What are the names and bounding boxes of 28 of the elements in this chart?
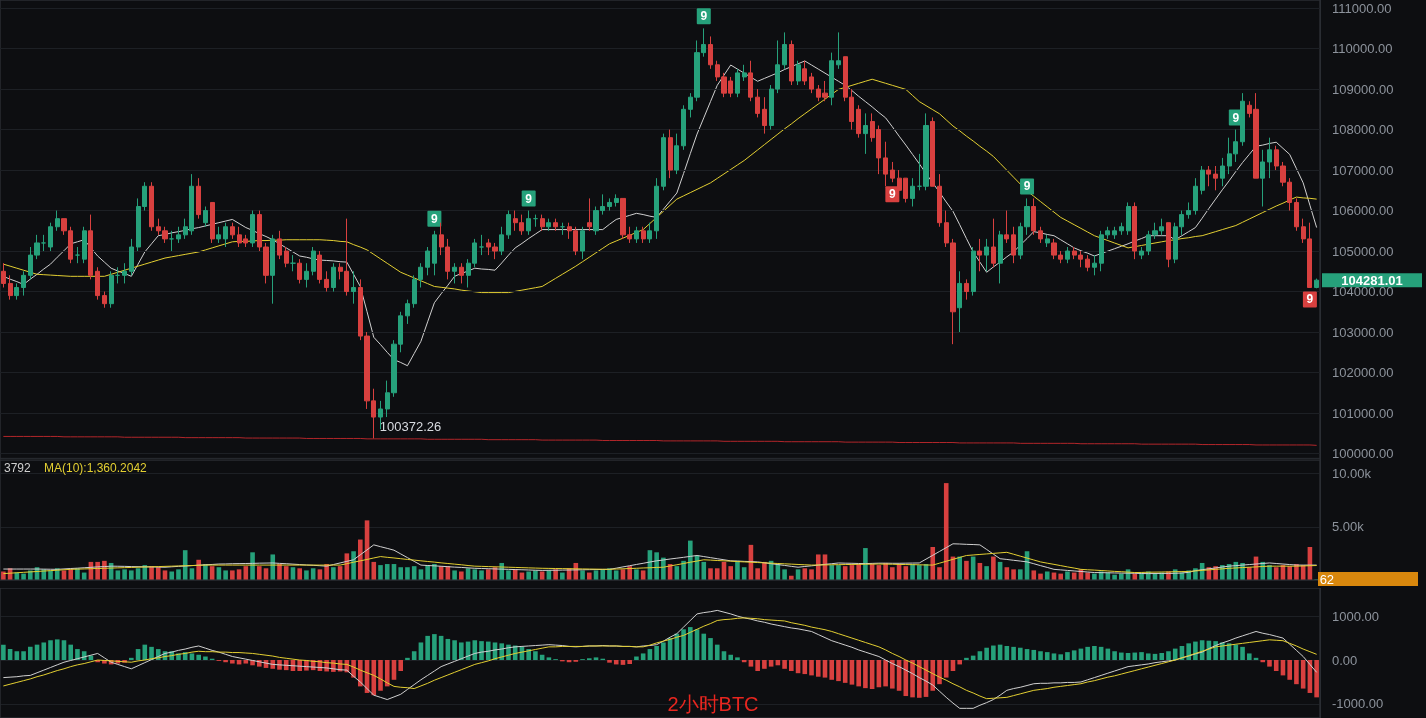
- text: MA(10):1,360.2042: [44, 461, 148, 475]
- y-tick-label: 110000.00: [1332, 41, 1393, 57]
- text: 9: [700, 9, 708, 24]
- y-tick-label: 1000.00: [1332, 608, 1379, 624]
- y-tick-label: 106000.00: [1332, 203, 1394, 219]
- text: 3792: [4, 461, 32, 475]
- y-tick-label: 102000.00: [1332, 365, 1394, 381]
- y-tick-label: 103000.00: [1332, 324, 1394, 340]
- text: 9: [525, 191, 533, 206]
- y-tick-label: 108000.00: [1332, 122, 1394, 138]
- y-tick-label: 105000.00: [1332, 243, 1394, 259]
- y-tick-label: 101000.00: [1332, 405, 1394, 421]
- y-tick-label: -1000.00: [1332, 696, 1384, 712]
- annotation: 2小时BTC: [667, 693, 759, 715]
- y-tick-label: 10.00k: [1332, 466, 1372, 482]
- text: 9: [1306, 292, 1314, 307]
- y-tick-label: 0.00: [1332, 652, 1358, 668]
- text: 9: [431, 211, 438, 226]
- text: 100372.26: [379, 419, 442, 435]
- y-tick-label: 109000.00: [1332, 81, 1394, 97]
- y-tick-label: 107000.00: [1332, 162, 1394, 178]
- text: 9: [1023, 179, 1031, 194]
- y-tick-label: 5.00k: [1332, 519, 1365, 535]
- value-tag: 62: [1317, 572, 1418, 587]
- text: 9: [1232, 110, 1240, 125]
- text: 9: [889, 187, 896, 202]
- y-tick-label: 100000.00: [1332, 446, 1394, 461]
- y-tick-label: 111000.00: [1332, 0, 1392, 16]
